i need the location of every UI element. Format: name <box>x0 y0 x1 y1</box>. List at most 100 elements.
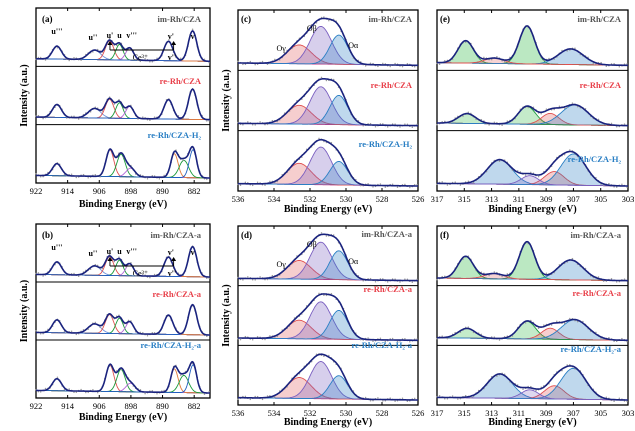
raw-data-point <box>94 106 97 108</box>
fitted-envelope <box>237 138 418 187</box>
raw-data-point <box>550 324 553 326</box>
raw-data-point <box>82 173 85 176</box>
raw-data-point <box>266 123 269 126</box>
raw-data-point <box>563 322 566 324</box>
x-tick-label: 922 <box>30 401 43 411</box>
panel-c: im-Rh/CZA re-Rh/CZA re-Rh/CZA-H₂ 536 534 532 5… <box>221 9 424 215</box>
raw-data-point <box>35 330 37 332</box>
raw-data-point <box>441 181 443 183</box>
raw-data-point <box>394 400 396 402</box>
peak-annotation: u' <box>107 31 114 40</box>
panel-a: im-Rh/CZA re-Rh/CZA re-Rh/CZA-H₂ 922 914 906 8… <box>19 7 211 210</box>
sample-label: im-Rh/CZA <box>158 14 202 24</box>
raw-data-point <box>501 275 503 278</box>
raw-data-point <box>626 400 628 403</box>
raw-data-point <box>266 395 269 397</box>
component-fill <box>238 45 418 66</box>
raw-data-point <box>413 338 416 340</box>
raw-data-point <box>576 320 579 323</box>
raw-data-point <box>163 174 165 177</box>
component-fill <box>437 373 628 400</box>
component-fill <box>437 175 628 186</box>
x-tick-label: 914 <box>61 401 75 411</box>
raw-data-point <box>372 399 374 402</box>
o-alpha-label: Oα <box>348 257 359 266</box>
raw-data-point <box>237 398 239 401</box>
raw-data-point <box>556 320 558 323</box>
sample-label: re-Rh/CZA <box>371 80 413 90</box>
raw-data-point <box>496 55 498 58</box>
x-tick-label: 532 <box>304 408 317 418</box>
raw-data-point <box>404 278 406 280</box>
arrow-head <box>171 257 177 261</box>
raw-data-point <box>404 337 406 340</box>
raw-data-point <box>139 389 142 391</box>
raw-data-point <box>39 176 42 178</box>
raw-data-point <box>406 123 409 126</box>
raw-data-point <box>480 118 483 121</box>
fitted-envelope <box>437 318 628 342</box>
raw-data-point <box>374 125 377 128</box>
raw-data-point <box>125 108 127 110</box>
x-tick-label: 309 <box>540 194 553 204</box>
component-fill <box>238 320 418 341</box>
raw-data-point <box>264 123 266 126</box>
x-tick-label: 311 <box>513 408 525 418</box>
raw-data-point <box>379 278 382 280</box>
sample-label: re-Rh/CZA <box>160 76 202 86</box>
raw-data-point <box>454 181 456 183</box>
x-axis-label: Binding Energy (eV) <box>79 412 167 423</box>
x-axis-label: Binding Energy (eV) <box>79 199 167 210</box>
raw-data-point <box>42 117 44 120</box>
arrow-head <box>107 41 113 45</box>
raw-data-point <box>70 330 73 333</box>
raw-data-point <box>325 79 328 82</box>
plot-frame <box>35 223 211 399</box>
raw-data-point <box>149 119 151 122</box>
x-axis-label: Binding Energy (eV) <box>488 417 576 428</box>
raw-data-point <box>444 59 446 62</box>
raw-data-point <box>156 57 158 59</box>
sample-label: re-Rh/CZA-H₂-a <box>561 344 622 354</box>
raw-data-point <box>530 171 532 174</box>
raw-data-point <box>470 396 472 399</box>
raw-data-point <box>73 57 75 59</box>
raw-data-point <box>330 292 333 295</box>
raw-data-point <box>369 277 372 280</box>
raw-data-point <box>537 327 540 330</box>
raw-data-point <box>449 276 451 278</box>
raw-data-point <box>137 275 139 277</box>
raw-data-point <box>68 59 70 62</box>
raw-data-point <box>332 234 335 236</box>
raw-data-point <box>242 124 244 126</box>
raw-data-point <box>208 62 210 64</box>
raw-data-point <box>382 278 384 280</box>
raw-data-point <box>399 126 401 128</box>
raw-data-point <box>483 56 485 59</box>
raw-data-point <box>264 338 266 341</box>
raw-data-point <box>251 184 254 187</box>
sample-label: im-Rh/CZA-a <box>150 230 201 240</box>
raw-data-point <box>545 108 548 110</box>
raw-data-point <box>113 260 116 263</box>
raw-data-point <box>394 278 396 280</box>
x-axis-label: Binding Energy (eV) <box>488 204 576 215</box>
raw-data-point <box>503 373 506 375</box>
raw-data-point <box>406 278 409 281</box>
raw-data-point <box>239 338 242 341</box>
panel-label: (d) <box>241 230 252 240</box>
raw-data-point <box>242 63 244 66</box>
raw-data-point <box>404 123 406 125</box>
raw-data-point <box>254 63 256 66</box>
raw-data-point <box>142 331 144 334</box>
raw-data-point <box>251 278 254 281</box>
x-tick-label: 305 <box>594 408 607 418</box>
raw-data-point <box>413 397 416 400</box>
raw-data-point <box>553 108 555 111</box>
raw-data-point <box>506 273 509 275</box>
raw-data-point <box>409 341 411 343</box>
peak-annotation: u''' <box>51 27 62 36</box>
raw-data-point <box>151 389 154 392</box>
raw-data-point <box>359 338 362 341</box>
fitted-envelope <box>36 245 210 278</box>
